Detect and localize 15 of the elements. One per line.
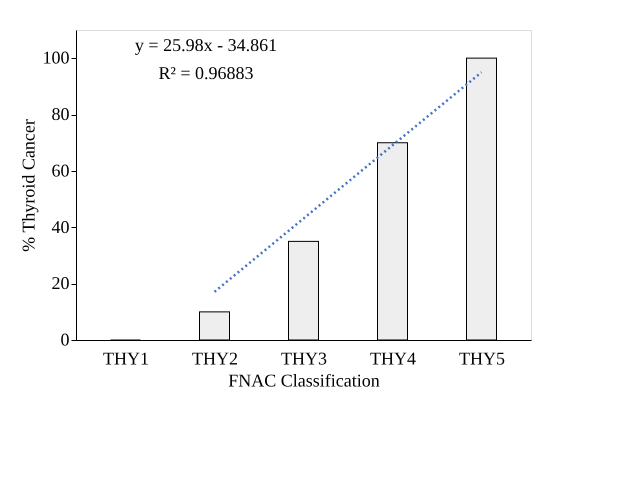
x-tick-label: THY3 (281, 348, 327, 368)
y-tick-label: 40 (52, 216, 70, 237)
y-axis-title: % Thyroid Cancer (18, 119, 38, 252)
y-tick-label: 20 (52, 273, 70, 294)
annotation: y = 25.98x - 34.861 (134, 35, 278, 55)
x-axis-title: FNAC Classification (228, 370, 380, 390)
y-tick-label: 60 (52, 160, 70, 180)
y-tick-label: 80 (52, 104, 70, 124)
y-tick-label: 100 (42, 48, 70, 68)
x-tick-label: THY2 (192, 348, 238, 368)
x-tick-label: THY4 (370, 348, 416, 368)
annotation: R² = 0.96883 (158, 63, 254, 83)
x-tick-label: THY1 (103, 348, 149, 368)
y-tick-label: 0 (60, 330, 70, 350)
x-tick-label: THY5 (459, 348, 505, 368)
